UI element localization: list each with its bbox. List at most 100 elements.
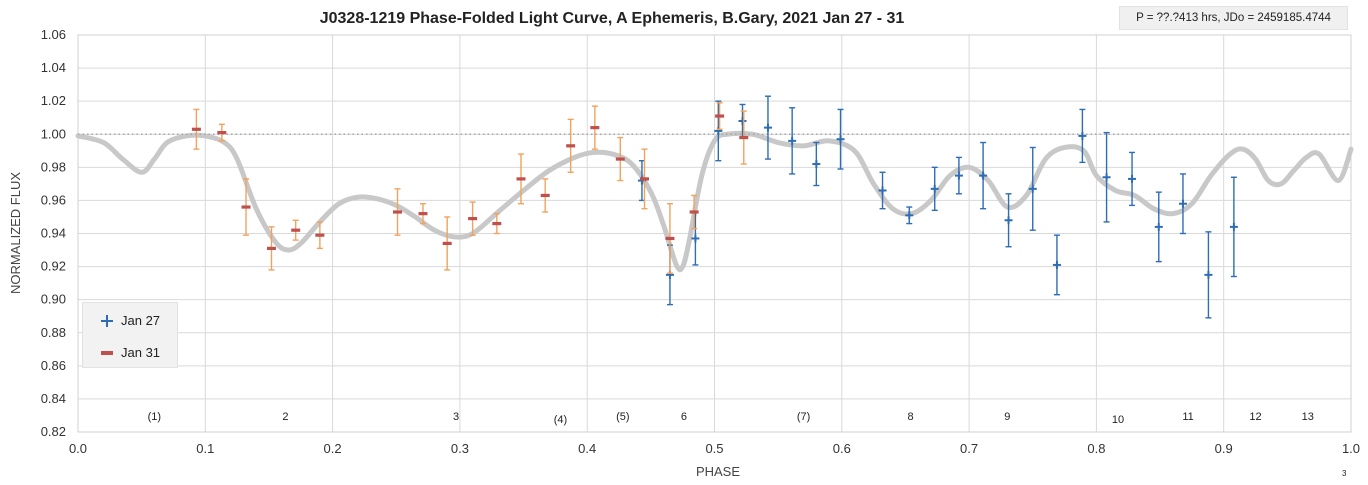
y-tick-label: 1.02	[41, 93, 66, 108]
y-tick-label: 0.96	[41, 192, 66, 207]
dash-marker	[266, 246, 276, 250]
cycle-label: (4)	[554, 414, 567, 426]
jan27-point	[1154, 191, 1163, 263]
y-tick-label: 0.98	[41, 159, 66, 174]
dash-marker	[217, 130, 227, 135]
cycle-label: 13	[1302, 411, 1314, 423]
dash-marker	[191, 127, 201, 131]
jan31-point	[689, 194, 699, 230]
dash-marker	[516, 177, 526, 181]
jan31-point	[191, 108, 201, 150]
grid	[77, 34, 1352, 433]
jan27-point	[1028, 146, 1037, 231]
dash-marker	[715, 114, 725, 118]
x-tick-label: 1.0	[1342, 441, 1360, 456]
cycle-label: 3	[453, 411, 459, 423]
jan27-point	[1229, 176, 1238, 278]
jan31-point	[468, 201, 478, 236]
jan27-point	[812, 141, 821, 187]
jan31-point	[715, 102, 725, 130]
cycle-label: 9	[1004, 411, 1010, 423]
legend-label: Jan 27	[121, 313, 161, 328]
x-tick-label: 0.2	[324, 441, 342, 456]
jan31-point	[393, 188, 403, 236]
dash-marker	[418, 212, 428, 216]
jan27-point	[763, 95, 772, 160]
legend-item-jan27: Jan 27	[101, 313, 160, 328]
period-info-box: P = ??.?413 hrs, JDo = 2459185.4744	[1119, 6, 1348, 30]
y-tick-label: 0.84	[41, 391, 66, 406]
jan31-point	[442, 216, 452, 271]
y-tick-label: 0.94	[41, 226, 66, 241]
y-tick-label: 0.82	[41, 424, 66, 439]
data-points	[191, 95, 1238, 319]
jan31-point	[739, 110, 749, 165]
jan31-point	[639, 148, 649, 210]
x-tick-label: 0.0	[69, 441, 87, 456]
dash-marker-icon	[101, 347, 113, 359]
y-tick-label: 0.88	[41, 325, 66, 340]
dash-marker	[393, 210, 403, 214]
jan31-point	[266, 226, 276, 271]
jan27-point	[836, 108, 845, 170]
dash-marker	[492, 221, 502, 226]
model-curve	[75, 130, 1354, 273]
dash-marker	[566, 144, 576, 148]
jan31-point	[217, 123, 227, 142]
cycle-label: 10	[1112, 414, 1124, 426]
jan31-point	[418, 203, 428, 225]
legend: Jan 27 Jan 31	[82, 302, 178, 368]
legend-label: Jan 31	[121, 345, 161, 360]
jan27-point	[905, 206, 914, 225]
y-tick-label: 1.00	[41, 126, 66, 141]
x-tick-label: 0.3	[451, 441, 469, 456]
cycle-label: (7)	[797, 411, 810, 423]
dash-marker	[689, 210, 699, 214]
jan27-point	[1052, 234, 1061, 296]
y-tick-label: 0.90	[41, 292, 66, 307]
model-curve-line	[75, 130, 1354, 273]
jan31-point	[590, 105, 600, 150]
dash-marker	[739, 135, 749, 140]
dash-marker	[665, 236, 675, 241]
cycle-label: 12	[1249, 411, 1261, 423]
chart-title: J0328-1219 Phase-Folded Light Curve, A E…	[320, 10, 905, 27]
dash-marker	[442, 241, 452, 246]
dash-marker	[590, 126, 600, 130]
dash-marker	[468, 217, 478, 221]
dash-marker	[615, 157, 625, 161]
x-axis-title: PHASE	[696, 464, 740, 479]
jan31-point	[665, 203, 675, 274]
y-axis-title: NORMALIZED FLUX	[8, 172, 23, 294]
jan27-point	[1004, 193, 1013, 248]
y-tick-label: 1.04	[41, 60, 66, 75]
cycle-label: 11	[1182, 411, 1193, 423]
axes: 0.820.840.860.880.900.920.940.960.981.00…	[41, 27, 1360, 456]
jan31-point	[516, 153, 526, 205]
jan31-point	[540, 178, 550, 213]
jan27-point	[1204, 231, 1213, 319]
dash-marker	[291, 228, 301, 232]
jan31-point	[291, 219, 301, 241]
jan27-point	[954, 156, 963, 195]
dash-marker	[241, 205, 251, 209]
cycle-annotations: (1) 2 3 (4) (5) 6 (7) 8 9 10 11 12 13	[148, 411, 1314, 426]
dash-marker	[540, 193, 550, 198]
x-tick-label: 0.4	[578, 441, 596, 456]
x-tick-label: 0.1	[196, 441, 214, 456]
x-tick-label: 0.8	[1087, 441, 1105, 456]
y-tick-label: 0.86	[41, 358, 66, 373]
jan27-point	[1078, 108, 1087, 164]
plus-marker-icon	[101, 314, 113, 327]
jan31-point	[241, 178, 251, 236]
plot-area-border	[77, 34, 1352, 433]
x-tick-label: 0.7	[960, 441, 978, 456]
cycle-label: 8	[907, 411, 913, 423]
x-tick-label: 0.6	[833, 441, 851, 456]
dash-marker	[315, 233, 325, 237]
jan27-point	[1178, 173, 1187, 235]
jan27-point	[979, 141, 988, 210]
jan31-point	[615, 136, 625, 182]
cycle-label: 6	[681, 411, 687, 423]
